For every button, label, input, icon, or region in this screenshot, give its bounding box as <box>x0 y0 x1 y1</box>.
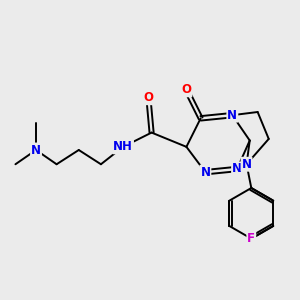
Text: O: O <box>143 91 153 104</box>
Text: N: N <box>31 143 41 157</box>
Text: NH: NH <box>113 140 133 153</box>
Text: N: N <box>242 158 252 171</box>
Text: N: N <box>227 109 237 122</box>
Text: N: N <box>232 163 242 176</box>
Text: O: O <box>182 83 191 96</box>
Text: N: N <box>200 166 210 179</box>
Text: F: F <box>247 232 255 245</box>
